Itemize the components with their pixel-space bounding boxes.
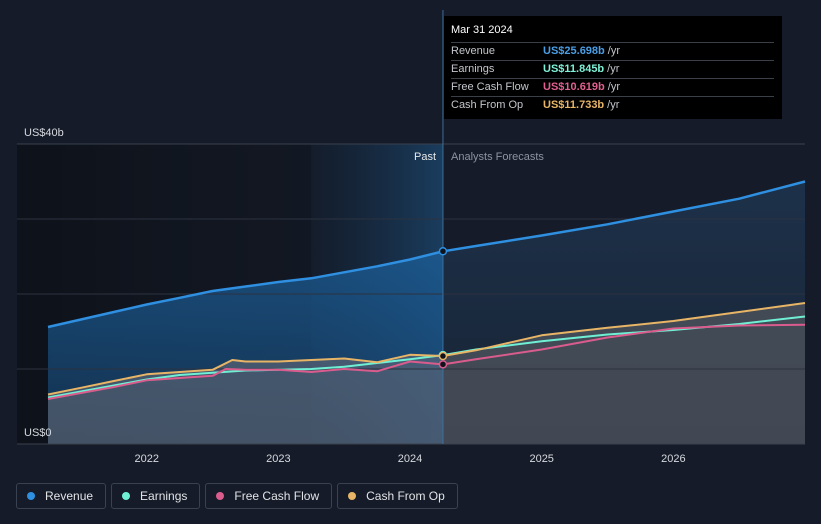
point-marker-cash-from-op [438,351,448,361]
tooltip-value: US$10.619b [543,81,605,93]
legend-item-cash-from-op[interactable]: Cash From Op [337,483,458,509]
series-line-free-cash-flow [47,323,806,400]
x-tick-label: 2026 [661,453,685,465]
legend-label: Free Cash Flow [234,489,320,503]
x-tick-label: 2025 [529,453,553,465]
x-tick-label: 2023 [266,453,290,465]
tooltip-value: US$11.845b [543,63,605,75]
y-axis-top-label: US$40b [24,127,64,139]
y-axis-bottom-label: US$0 [24,427,52,439]
tooltip-unit: /yr [607,99,620,111]
grid-layer [17,143,805,445]
tooltip-value: US$25.698b [543,45,605,57]
tooltip-unit: /yr [607,63,620,75]
area-layer [48,181,805,444]
cash-area-past [48,354,443,444]
tooltip-row-cash-from-op: Cash From Op US$11.733b /yr [451,96,774,114]
cash-area-forecast [442,303,805,444]
legend-dot-icon [27,492,35,500]
series-line-cash-from-op [47,302,806,396]
legend-dot-icon [348,492,357,500]
tooltip-row-free-cash-flow: Free Cash Flow US$10.619b /yr [451,78,774,96]
tooltip-name: Cash From Op [451,99,524,111]
tooltip-value: US$11.733b [543,99,605,111]
past-label: Past [414,151,436,163]
point-marker-revenue [438,247,448,256]
axis-labels: US$40b US$0 Past Analysts Forecasts 2022… [24,127,686,465]
tooltip-name: Free Cash Flow [451,81,529,93]
legend-dot-icon [216,492,225,500]
tooltip-name: Revenue [451,45,496,57]
tooltip-unit: /yr [607,81,620,93]
tooltip: Mar 31 2024 Revenue US$25.698b /yr Earni… [444,16,782,119]
legend: Revenue Earnings Free Cash Flow Cash Fro… [16,483,458,509]
point-marker-free-cash-flow [438,360,448,369]
divider-markers [438,10,448,444]
x-tick-label: 2022 [134,453,158,465]
series-lines [47,180,806,400]
tooltip-date: Mar 31 2024 [451,24,513,36]
tooltip-row-revenue: Revenue US$25.698b /yr [451,42,774,60]
legend-item-free-cash-flow[interactable]: Free Cash Flow [205,483,333,509]
tooltip-unit: /yr [607,45,620,57]
legend-label: Cash From Op [366,489,445,503]
legend-label: Revenue [45,489,94,503]
legend-item-earnings[interactable]: Earnings [111,483,201,509]
legend-item-revenue[interactable]: Revenue [16,483,107,509]
legend-label: Earnings [140,489,188,503]
tooltip-name: Earnings [451,63,495,75]
series-line-revenue [47,180,806,329]
forecast-label: Analysts Forecasts [451,151,544,163]
tooltip-row-earnings: Earnings US$11.845b /yr [451,60,774,78]
legend-dot-icon [122,492,131,500]
x-tick-label: 2024 [398,453,422,465]
